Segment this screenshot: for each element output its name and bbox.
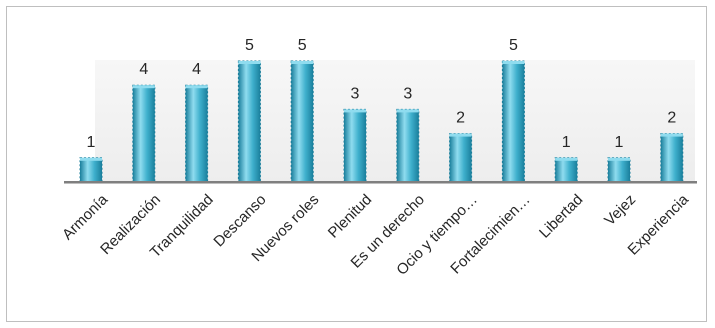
bar-cap-1 [80, 157, 102, 161]
bar-cap-11 [608, 157, 630, 161]
bar-12 [660, 133, 684, 183]
category-label-11: Vejez [601, 191, 639, 229]
bar-cap-7 [396, 109, 419, 113]
bar-5 [290, 60, 314, 183]
bar-cap-3 [185, 85, 208, 89]
bar-cap-12 [660, 133, 683, 137]
value-label-11: 1 [615, 134, 624, 151]
bar-8 [449, 133, 473, 183]
bar-2 [132, 84, 156, 183]
x-tick-labels: ArmoníaRealizaciónTranquilidadDescansoNu… [59, 191, 692, 279]
value-label-12: 2 [667, 110, 676, 127]
bar-cap-8 [449, 133, 472, 137]
bar-cap-2 [132, 85, 155, 89]
category-label-1: Armonía [59, 191, 112, 244]
value-label-8: 2 [456, 110, 465, 127]
bar-cap-9 [502, 61, 525, 64]
value-label-5: 5 [298, 37, 307, 54]
value-label-4: 5 [245, 37, 254, 54]
value-label-10: 1 [562, 134, 571, 151]
value-label-3: 4 [192, 61, 201, 78]
value-label-9: 5 [509, 37, 518, 54]
value-label-6: 3 [351, 85, 360, 102]
value-labels: 1 4 4 5 5 3 3 2 5 1 1 2 [87, 37, 677, 151]
bar-6 [343, 108, 367, 183]
bars-group [79, 60, 684, 183]
plot-back-wall [95, 60, 695, 182]
value-label-7: 3 [403, 85, 412, 102]
value-label-1: 1 [87, 134, 96, 151]
value-label-2: 4 [139, 61, 148, 78]
bar-7 [396, 108, 420, 183]
x-axis [64, 181, 697, 184]
bar-cap-6 [344, 109, 366, 113]
bar-11 [607, 157, 631, 183]
category-label-10: Libertad [536, 191, 586, 241]
bar-10 [554, 157, 578, 183]
bar-1 [79, 157, 103, 183]
category-label-6: Plenitud [325, 191, 375, 241]
bar-cap-5 [291, 61, 314, 64]
bar-cap-4 [238, 61, 261, 64]
bar-3 [185, 84, 209, 183]
bar-9 [501, 60, 525, 183]
bar-cap-10 [555, 157, 578, 161]
bar-4 [237, 60, 261, 183]
